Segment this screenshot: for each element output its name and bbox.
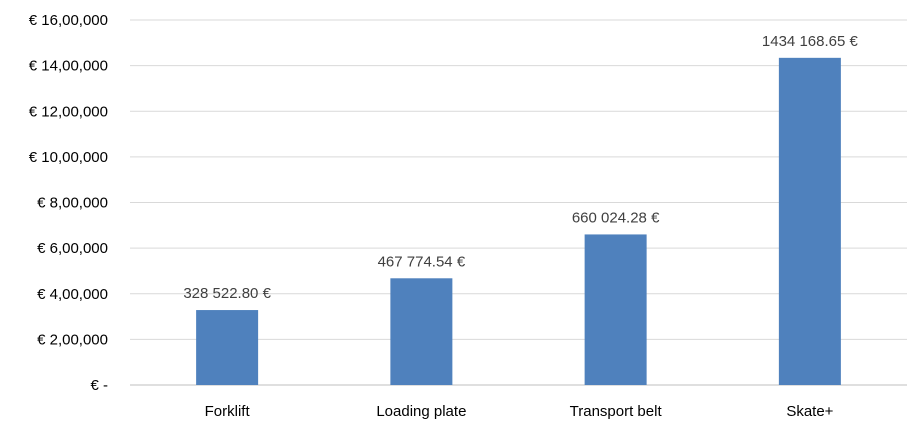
y-axis-tick-labels: € - € 2,00,000 € 4,00,000 € 6,00,000 € 8,00,… xyxy=(29,12,108,394)
y-tick-label: € 4,00,000 xyxy=(37,286,108,303)
category-label: Forklift xyxy=(205,403,251,420)
data-label: 1434 168.65 € xyxy=(762,33,859,50)
y-tick-label: € 2,00,000 xyxy=(37,331,108,348)
data-labels: 328 522.80 € 467 774.54 € 660 024.28 € 1434… xyxy=(183,33,858,302)
y-tick-label: € 16,00,000 xyxy=(29,12,108,29)
gridlines xyxy=(130,19,907,386)
category-label: Loading plate xyxy=(376,403,466,420)
bars xyxy=(196,57,841,386)
x-axis-category-labels: Forklift Loading plate Transport belt Skate… xyxy=(205,403,834,420)
y-tick-label: € 12,00,000 xyxy=(29,103,108,120)
category-label: Skate+ xyxy=(786,403,833,420)
y-tick-label: € - xyxy=(90,377,108,394)
bar xyxy=(196,310,259,385)
bar xyxy=(584,234,647,385)
y-tick-label: € 6,00,000 xyxy=(37,240,108,257)
y-tick-label: € 8,00,000 xyxy=(37,195,108,212)
y-tick-label: € 14,00,000 xyxy=(29,58,108,75)
data-label: 467 774.54 € xyxy=(378,253,466,270)
bar xyxy=(778,57,841,386)
category-label: Transport belt xyxy=(570,403,663,420)
data-label: 660 024.28 € xyxy=(572,209,660,226)
data-label: 328 522.80 € xyxy=(183,285,271,302)
bar xyxy=(390,278,453,385)
y-tick-label: € 10,00,000 xyxy=(29,149,108,166)
